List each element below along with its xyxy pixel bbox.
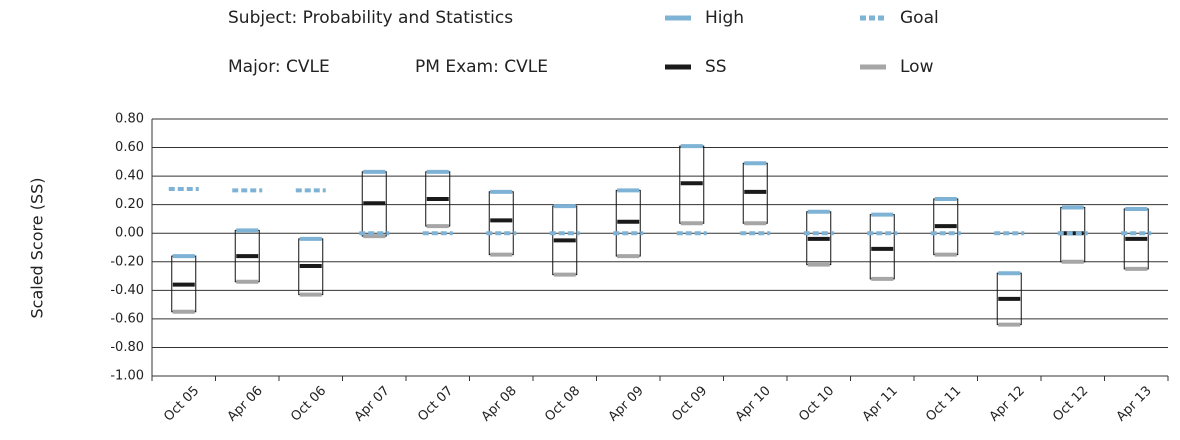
subject: Subject: Probability and Statistics bbox=[228, 8, 513, 28]
x-tick-label: Apr 11 bbox=[860, 383, 901, 424]
y-axis-label: Scaled Score (SS) bbox=[28, 178, 47, 319]
y-tick-label: 0.20 bbox=[115, 197, 144, 212]
y-tick-label: -0.60 bbox=[110, 311, 144, 326]
x-tick-label: Apr 06 bbox=[225, 383, 266, 424]
legend-label: SS bbox=[705, 57, 727, 77]
legend-label: High bbox=[705, 8, 744, 28]
y-tick-label: 0.60 bbox=[115, 140, 144, 155]
x-tick-label: Oct 09 bbox=[669, 383, 710, 424]
x-tick-label: Apr 07 bbox=[352, 383, 393, 424]
x-tick-label: Oct 08 bbox=[542, 383, 583, 424]
x-tick-label: Oct 11 bbox=[923, 383, 964, 424]
y-tick-label: -1.00 bbox=[110, 369, 144, 384]
y-tick-label: 0.40 bbox=[115, 169, 144, 184]
x-tick-label: Apr 09 bbox=[606, 383, 647, 424]
x-tick-label: Apr 13 bbox=[1114, 383, 1155, 424]
x-tick-label: Apr 08 bbox=[479, 383, 520, 424]
range-box bbox=[869, 214, 895, 280]
y-tick-label: -0.80 bbox=[110, 340, 144, 355]
legend-label: Low bbox=[900, 57, 934, 77]
x-tick-label: Oct 07 bbox=[415, 383, 456, 424]
y-tick-label: -0.40 bbox=[110, 283, 144, 298]
x-tick-label: Oct 12 bbox=[1050, 383, 1091, 424]
x-tick-label: Oct 06 bbox=[288, 383, 329, 424]
legend-label: Goal bbox=[900, 8, 939, 28]
y-tick-label: 0.80 bbox=[115, 112, 144, 127]
x-tick-label: Oct 10 bbox=[796, 383, 837, 424]
x-tick-label: Apr 12 bbox=[987, 383, 1028, 424]
x-tick-label: Apr 10 bbox=[733, 383, 774, 424]
pm-exam: PM Exam: CVLE bbox=[415, 57, 548, 77]
y-tick-label: -0.20 bbox=[110, 254, 144, 269]
major: Major: CVLE bbox=[228, 57, 330, 77]
range-box bbox=[488, 191, 514, 256]
y-tick-label: 0.00 bbox=[115, 226, 144, 241]
x-tick-label: Oct 05 bbox=[161, 383, 202, 424]
